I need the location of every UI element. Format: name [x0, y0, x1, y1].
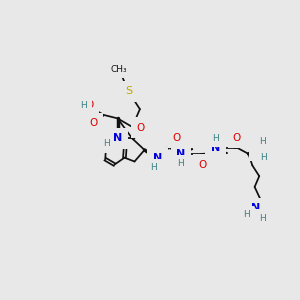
Text: H: H: [259, 214, 266, 223]
Text: CH₃: CH₃: [111, 64, 128, 74]
Text: H: H: [243, 210, 250, 219]
Text: N: N: [113, 134, 122, 143]
Text: O: O: [136, 123, 145, 133]
Text: O: O: [233, 133, 241, 142]
Text: N: N: [211, 143, 220, 153]
Text: N: N: [251, 203, 260, 214]
Text: H: H: [150, 163, 157, 172]
Text: H: H: [212, 134, 219, 143]
Text: O: O: [198, 160, 206, 170]
Text: H: H: [260, 153, 267, 162]
Text: N: N: [176, 149, 185, 159]
Text: O: O: [172, 133, 180, 142]
Text: H: H: [259, 137, 266, 146]
Text: H: H: [177, 159, 184, 168]
Text: O: O: [86, 100, 94, 110]
Text: S: S: [125, 86, 132, 96]
Text: O: O: [90, 118, 98, 128]
Text: H: H: [103, 139, 110, 148]
Text: N: N: [153, 153, 162, 164]
Text: H: H: [80, 101, 87, 110]
Text: N: N: [255, 145, 264, 155]
